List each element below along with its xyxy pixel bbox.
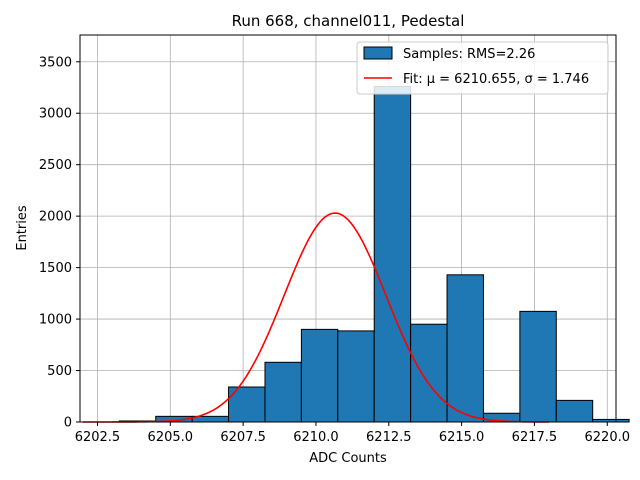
- legend-swatch-samples: [363, 46, 393, 60]
- histogram-bar-12: [519, 310, 557, 423]
- y-tick-label-5: 2500: [39, 158, 72, 173]
- x-axis-ticks: 6202.5 6205.0 6207.5 6210.0 6212.5 6215.0 6217…: [75, 422, 630, 445]
- legend-box: [356, 41, 609, 95]
- x-tick-label-3: 6210.0: [293, 430, 339, 445]
- y-tick-label-7: 3500: [39, 55, 72, 70]
- y-tick-label-6: 3000: [39, 107, 72, 122]
- x-tick-label-7: 6220.0: [585, 430, 631, 445]
- legend-label-fit: Fit: μ = 6210.655, σ = 1.746: [403, 72, 589, 87]
- y-tick-label-1: 500: [47, 364, 72, 379]
- x-axis-label: ADC Counts: [309, 451, 387, 466]
- chart-title: Run 668, channel011, Pedestal: [232, 12, 465, 30]
- legend: Samples: RMS=2.26 Fit: μ = 6210.655, σ =…: [356, 41, 609, 95]
- plot-frame: [79, 34, 617, 423]
- fit-curve: [82, 212, 550, 423]
- x-tick-label-5: 6215.0: [439, 430, 485, 445]
- legend-label-samples: Samples: RMS=2.26: [403, 47, 535, 62]
- y-axis-label: Entries: [15, 205, 30, 251]
- y-tick-label-4: 2000: [39, 210, 72, 225]
- histogram-bar-7: [337, 330, 375, 423]
- y-tick-label-0: 0: [64, 416, 72, 431]
- y-axis-ticks: 0 500 1000 1500 2000 2500 3000 3500: [39, 55, 80, 431]
- histogram-bars: [118, 85, 630, 423]
- histogram-bar-5: [264, 361, 302, 423]
- x-tick-label-0: 6202.5: [75, 430, 121, 445]
- x-tick-label-2: 6207.5: [220, 430, 266, 445]
- histogram-bar-8: [373, 85, 412, 423]
- histogram-bar-6: [300, 328, 339, 423]
- y-tick-label-2: 1000: [39, 313, 72, 328]
- x-tick-label-1: 6205.0: [148, 430, 194, 445]
- x-tick-label-4: 6212.5: [366, 430, 412, 445]
- histogram-bar-13: [555, 399, 594, 423]
- y-tick-label-3: 1500: [39, 261, 72, 276]
- x-tick-label-6: 6217.5: [512, 430, 558, 445]
- histogram-bar-9: [410, 323, 448, 423]
- histogram-bar-10: [446, 274, 484, 423]
